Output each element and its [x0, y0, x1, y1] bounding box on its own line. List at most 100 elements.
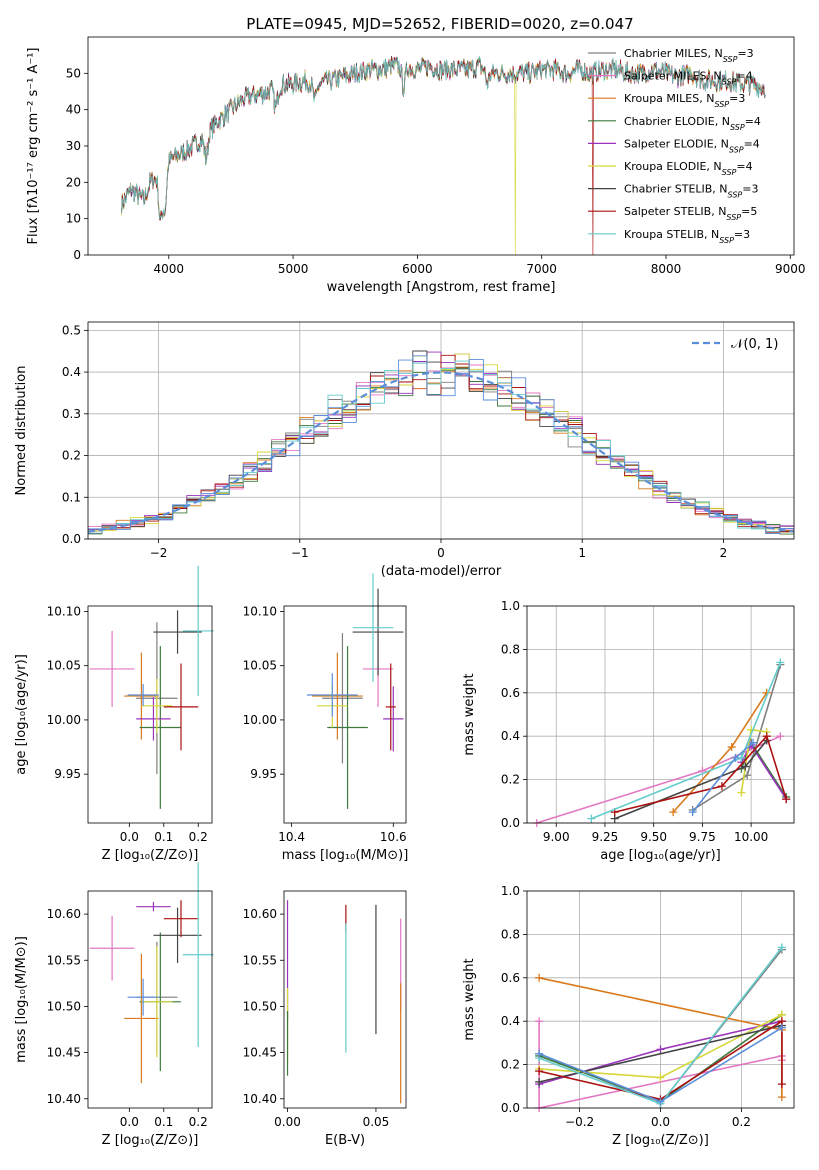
x-axis-label: Z [log₁₀(Z/Z⊙)]	[612, 1133, 709, 1148]
y-axis-label: mass [log₁₀(M/M⊙)]	[14, 936, 29, 1063]
y-tick-label: 0.2	[501, 773, 520, 787]
age-vs-metallicity-panel: 0.0 0.1 0.2 9.95 10.00 10.05 10.10 Z [log₁₀(Z/Z…	[14, 565, 214, 863]
x-tick-label: 0.2	[732, 1115, 751, 1129]
x-tick-label: 4000	[154, 262, 185, 276]
y-axis-label: mass weight	[462, 958, 477, 1040]
y-tick-label: 0.2	[62, 449, 81, 463]
legend-label-series-2: Kroupa MILES, NSSP=3	[624, 92, 745, 109]
y-axis-label: age [log₁₀(age/yr)]	[14, 654, 29, 775]
weight-marker-series-6	[741, 762, 750, 771]
x-tick-label: 0.1	[154, 830, 173, 844]
x-tick-label: 0	[437, 546, 445, 560]
mass-weight-vs-metallicity-panel: −0.2 0.0 0.2 0.0 0.2 0.4 0.6 0.8 1.0 Z [log₁₀(Z/Z…	[462, 884, 795, 1148]
y-tick-label: 10.55	[243, 953, 277, 967]
axes-frame	[87, 321, 795, 540]
y-axis-label: mass weight	[462, 673, 477, 755]
weight-marker-series-9	[688, 808, 697, 817]
legend-label-series-5: Kroupa ELODIE, NSSP=4	[624, 160, 753, 177]
y-tick-label: 10.45	[47, 1046, 81, 1060]
x-tick-label: 10.00	[734, 830, 768, 844]
legend-label-series-6: Chabrier STELIB, NSSP=3	[624, 183, 758, 200]
y-tick-label: 0.0	[62, 532, 81, 546]
y-tick-label: 0.6	[501, 686, 520, 700]
mass-vs-metallicity-panel: 0.0 0.1 0.2 10.40 10.45 10.50 10.55 10.60 Z [log…	[14, 862, 214, 1148]
y-tick-label: 10.45	[243, 1046, 277, 1060]
y-tick-label: 0.8	[501, 927, 520, 941]
x-axis-label: Z [log₁₀(Z/Z⊙)]	[102, 848, 199, 863]
y-tick-label: 10.55	[47, 953, 81, 967]
spectrum-line-series-8	[121, 55, 766, 220]
weight-marker-series-2	[535, 973, 544, 982]
axes-frame	[87, 36, 795, 256]
weight-marker-series-8	[776, 658, 785, 667]
y-tick-label: 10.40	[243, 1092, 277, 1106]
histogram-step-series-8	[88, 360, 794, 535]
weight-marker-series-5	[656, 1073, 665, 1082]
y-tick-label: 0.1	[62, 490, 81, 504]
y-tick-label: 10.10	[243, 604, 277, 618]
y-axis-label: Flux [fλ10⁻¹⁷ erg cm⁻² s⁻¹ A⁻¹]	[26, 48, 41, 245]
y-tick-label: 0	[73, 248, 81, 262]
axes-frame	[87, 605, 213, 824]
legend-label-series-8: Kroupa STELIB, NSSP=3	[624, 228, 750, 245]
x-axis-label: mass [log₁₀(M/M⊙)]	[282, 848, 409, 863]
weight-line-series-7	[614, 734, 787, 813]
x-axis-label: Z [log₁₀(Z/Z⊙)]	[102, 1133, 199, 1148]
y-tick-label: 0.4	[501, 1014, 520, 1028]
y-tick-label: 10.40	[47, 1092, 81, 1106]
y-tick-label: 0.5	[62, 323, 81, 337]
axes-frame	[526, 605, 795, 824]
x-axis-label: age [log₁₀(age/yr)]	[600, 848, 721, 863]
x-tick-label: 0.0	[651, 1115, 670, 1129]
legend-label-series-7: Salpeter STELIB, NSSP=5	[624, 205, 757, 222]
y-tick-label: 50	[66, 66, 81, 80]
axes-frame	[87, 890, 213, 1109]
weight-marker-series-7	[777, 1080, 786, 1089]
plot-area	[89, 565, 214, 809]
weight-marker-series-7	[762, 732, 771, 741]
spectrum-legend: Chabrier MILES, NSSP=3 Salpeter MILES, NS…	[588, 47, 761, 244]
weight-line-series-7	[538, 1019, 783, 1101]
x-axis-label: E(B-V)	[325, 1133, 365, 1148]
x-tick-label: −2	[150, 546, 168, 560]
y-tick-label: 0.2	[501, 1058, 520, 1072]
legend-label-series-0: Chabrier MILES, NSSP=3	[624, 47, 754, 64]
x-tick-label: 0.0	[120, 830, 139, 844]
y-tick-label: 0.4	[62, 365, 81, 379]
plot-area	[535, 943, 786, 1112]
weight-marker-series-7	[717, 782, 726, 791]
mass-weight-vs-age-panel: 9.00 9.25 9.50 9.75 10.00 0.0 0.2 0.4 0.6 0.8 1.0 a…	[462, 599, 795, 863]
plot-area	[532, 658, 791, 827]
weight-marker-series-1	[535, 1017, 544, 1026]
x-tick-label: 0.05	[363, 1115, 390, 1129]
x-tick-label: 9.75	[689, 830, 716, 844]
y-axis-label: Normed distribution	[14, 366, 29, 496]
x-tick-label: 0.2	[189, 830, 208, 844]
x-axis-label: (data-model)/error	[381, 564, 502, 579]
spectrum-line-series-5	[121, 57, 766, 256]
y-tick-label: 0.8	[501, 642, 520, 656]
spectrum-panel: 4000 5000 6000 7000 8000 9000 0 10 20 30 40 50 wavel…	[26, 36, 806, 295]
legend-label-normal: 𝒩(0, 1)	[731, 337, 778, 352]
weight-marker-series-2	[727, 743, 736, 752]
weight-marker-series-7	[535, 1067, 544, 1076]
legend-label-series-4: Salpeter ELODIE, NSSP=4	[624, 137, 760, 154]
x-tick-label: 0.0	[120, 1115, 139, 1129]
y-tick-label: 9.95	[250, 767, 277, 781]
x-tick-label: 9.50	[640, 830, 667, 844]
weight-marker-series-7	[782, 795, 791, 804]
y-tick-label: 0.3	[62, 407, 81, 421]
y-tick-label: 10.05	[243, 659, 277, 673]
spectrum-line-series-7	[121, 56, 766, 256]
weight-marker-series-8	[587, 814, 596, 823]
weight-marker-series-2	[777, 1093, 786, 1102]
normal-reference-curve	[87, 371, 795, 533]
plot-area	[121, 55, 766, 256]
age-vs-mass-panel: 10.4 10.6 9.95 10.00 10.05 10.10 mass [log₁₀(M…	[243, 573, 409, 863]
x-tick-label: 9000	[775, 262, 806, 276]
weight-marker-series-9	[749, 738, 758, 747]
y-tick-label: 1.0	[501, 599, 520, 613]
y-tick-label: 10.60	[47, 907, 81, 921]
y-tick-label: 10.05	[47, 659, 81, 673]
y-tick-label: 0.4	[501, 729, 520, 743]
